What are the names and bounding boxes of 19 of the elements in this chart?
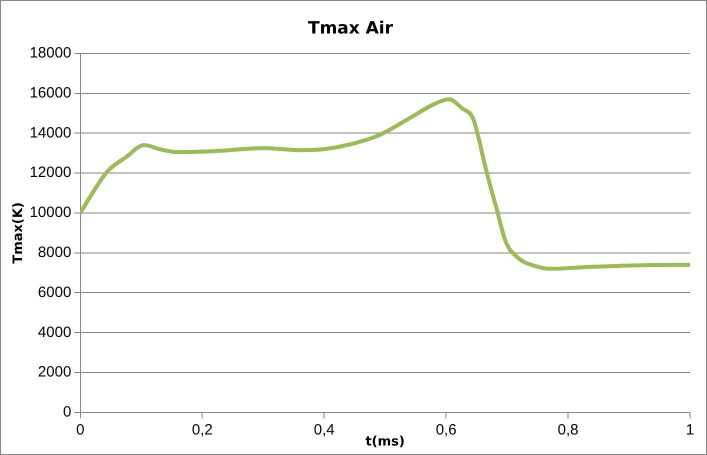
y-tick-label: 12000 [30,164,72,182]
y-tick-label: 18000 [30,44,72,62]
y-axis-title: Tmax(K) [11,202,26,264]
x-tick-label: 0 [76,422,84,439]
x-tick-label: 0,4 [314,422,335,439]
x-tick-label: 1 [686,422,694,439]
y-tick-label: 14000 [30,124,72,142]
x-tick-label: 0,2 [192,422,213,439]
x-tick-label: 0,8 [558,422,578,439]
y-tick-label: 10000 [30,204,72,222]
y-tick-label: 6000 [38,284,72,301]
y-tick-label: 0 [62,404,72,421]
x-tick-label: 0,6 [436,422,457,439]
x-axis-title: t(ms) [365,434,405,450]
y-tick-label: 4000 [38,324,72,341]
y-tick-label: 8000 [38,244,72,261]
chart-title: Tmax Air [308,18,394,39]
y-tick-label: 2000 [38,364,72,381]
y-tick-label: 16000 [30,84,72,102]
